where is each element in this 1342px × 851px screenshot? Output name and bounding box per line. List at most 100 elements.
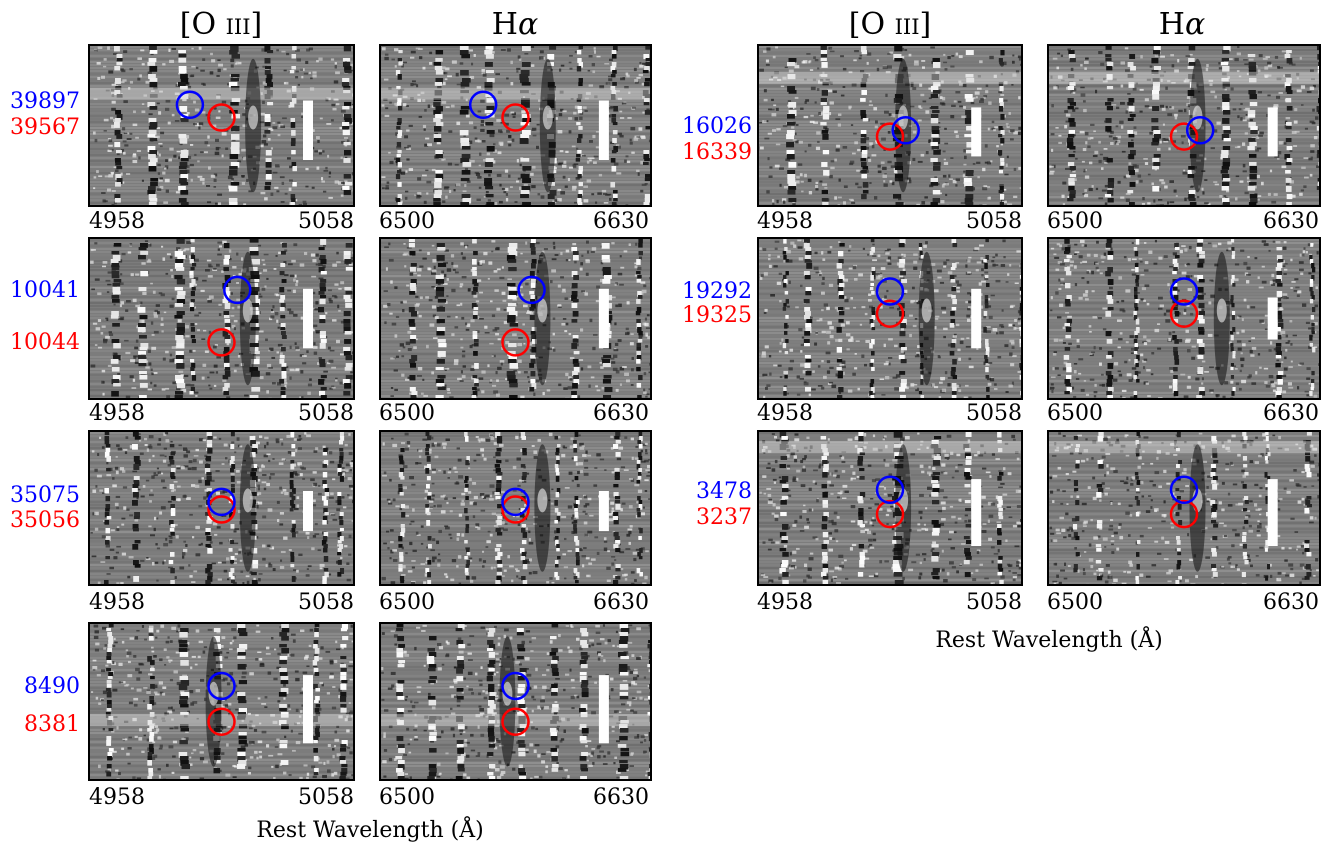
x-axis-label: Rest Wavelength (Å) (935, 628, 1163, 653)
blue-aperture-circle (175, 90, 205, 120)
tick-label: 6500 (1047, 209, 1103, 234)
red-aperture-circle (501, 103, 530, 132)
spectrum-image (1049, 46, 1319, 205)
spectrum-panel-halpha (1047, 44, 1321, 207)
spectrum-panel-oiii (88, 44, 355, 207)
tick-label: 5058 (298, 401, 354, 426)
red-aperture-circle (1169, 499, 1199, 529)
x-axis-label: Rest Wavelength (Å) (256, 818, 484, 843)
spectrum-image (90, 624, 353, 779)
spectrum-image (90, 46, 353, 205)
spectrum-panel-halpha (379, 622, 652, 781)
row-label-blue: 10041 (10, 278, 80, 303)
blue-aperture-circle (517, 275, 546, 305)
red-aperture-circle (207, 707, 236, 736)
tick-label: 5058 (966, 590, 1022, 615)
blue-aperture-circle (207, 487, 236, 517)
tick-label: 4958 (89, 209, 145, 234)
row-label-blue: 19292 (682, 279, 752, 304)
blue-aperture-circle (875, 277, 905, 306)
tick-label: 6500 (379, 209, 435, 234)
blue-aperture-circle (501, 671, 530, 701)
column-header-oiii-left: [O iii] (179, 7, 263, 42)
column-header-halpha-right: Hα (1158, 7, 1206, 42)
spectrum-panel-oiii (88, 430, 355, 586)
red-aperture-circle (207, 328, 236, 357)
row-label-red: 10044 (10, 330, 80, 355)
tick-label: 6630 (1263, 209, 1319, 234)
blue-aperture-circle (875, 475, 905, 505)
spectrum-image (1049, 239, 1319, 398)
tick-label: 4958 (757, 209, 813, 234)
row-label-red: 3237 (696, 505, 752, 530)
red-aperture-circle (1169, 122, 1199, 151)
tick-label: 5058 (298, 209, 354, 234)
spectrum-image (381, 46, 650, 205)
spectrum-image (759, 432, 1021, 584)
tick-label: 6500 (1047, 590, 1103, 615)
spectrum-panel-halpha (1047, 237, 1321, 400)
spectrum-image (90, 239, 353, 398)
tick-label: 6630 (1263, 401, 1319, 426)
spectrum-panel-halpha (379, 430, 652, 586)
red-aperture-circle (501, 707, 530, 736)
blue-aperture-circle (223, 275, 252, 305)
row-label-red: 19325 (682, 303, 752, 328)
blue-aperture-circle (1169, 277, 1199, 306)
tick-label: 5058 (298, 590, 354, 615)
red-aperture-circle (875, 122, 905, 151)
row-label-red: 16339 (682, 140, 752, 165)
spectrum-panel-oiii (757, 44, 1023, 207)
tick-label: 4958 (89, 785, 145, 810)
tick-label: 6500 (1047, 401, 1103, 426)
spectrum-image (90, 432, 353, 584)
column-header-halpha-left: Hα (491, 7, 539, 42)
tick-label: 6630 (593, 209, 649, 234)
red-aperture-circle (501, 328, 530, 357)
blue-aperture-circle (1185, 116, 1215, 145)
spectrum-image (759, 46, 1021, 205)
red-aperture-circle (207, 495, 236, 524)
red-aperture-circle (501, 495, 530, 524)
tick-label: 6630 (593, 590, 649, 615)
spectrum-image (759, 239, 1021, 398)
spectrum-panel-oiii (88, 622, 355, 781)
row-label-red: 35056 (10, 508, 80, 533)
red-aperture-circle (207, 103, 236, 132)
row-label-red: 8381 (24, 712, 80, 737)
spectrum-panel-oiii (757, 430, 1023, 586)
spectrum-panel-halpha (379, 44, 652, 207)
tick-label: 6630 (593, 785, 649, 810)
spectrum-image (381, 432, 650, 584)
tick-label: 6630 (1263, 590, 1319, 615)
spectrum-panel-halpha (1047, 430, 1321, 586)
blue-aperture-circle (501, 487, 530, 517)
tick-label: 4958 (89, 590, 145, 615)
blue-aperture-circle (468, 90, 498, 120)
row-label-blue: 16026 (682, 114, 752, 139)
tick-label: 4958 (757, 401, 813, 426)
tick-label: 5058 (298, 785, 354, 810)
red-aperture-circle (875, 299, 905, 328)
blue-aperture-circle (207, 671, 236, 701)
row-label-blue: 39897 (10, 89, 80, 114)
row-label-blue: 8490 (24, 674, 80, 699)
tick-label: 6630 (593, 401, 649, 426)
tick-label: 5058 (966, 401, 1022, 426)
spectrum-image (381, 624, 650, 779)
row-label-red: 39567 (10, 115, 80, 140)
column-header-oiii-right: [O iii] (848, 7, 932, 42)
blue-aperture-circle (1169, 475, 1199, 505)
red-aperture-circle (1169, 299, 1199, 328)
spectrum-panel-halpha (379, 237, 652, 400)
row-label-blue: 3478 (696, 479, 752, 504)
row-label-blue: 35075 (10, 483, 80, 508)
blue-aperture-circle (891, 116, 920, 145)
tick-label: 6500 (379, 785, 435, 810)
tick-label: 5058 (966, 209, 1022, 234)
spectrum-panel-oiii (757, 237, 1023, 400)
tick-label: 4958 (757, 590, 813, 615)
spectrum-panel-oiii (88, 237, 355, 400)
tick-label: 6500 (379, 590, 435, 615)
spectrum-image (1049, 432, 1319, 584)
